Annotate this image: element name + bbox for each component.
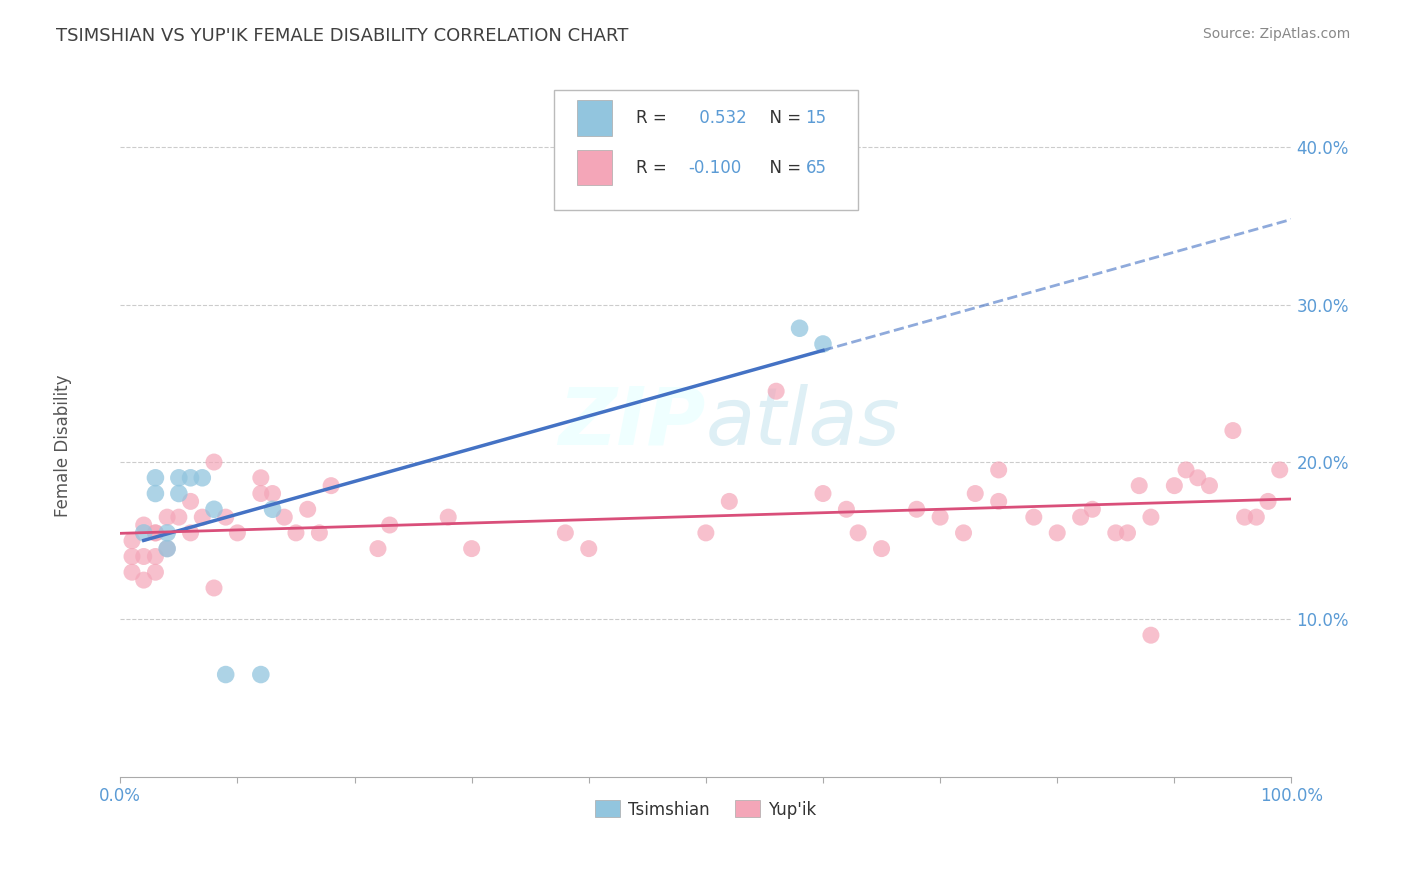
Point	[554, 525, 576, 540]
Point	[578, 541, 600, 556]
Point	[319, 478, 342, 492]
Point	[1140, 510, 1163, 524]
Point	[121, 549, 143, 564]
Point	[191, 510, 214, 524]
Point	[167, 510, 190, 524]
Point	[156, 510, 179, 524]
Point	[167, 486, 190, 500]
Point	[180, 525, 202, 540]
FancyBboxPatch shape	[554, 90, 858, 211]
Text: ZIP: ZIP	[558, 384, 706, 462]
Point	[835, 502, 858, 516]
Point	[215, 510, 238, 524]
Point	[202, 502, 225, 516]
Point	[1070, 510, 1092, 524]
Point	[145, 525, 167, 540]
Point	[870, 541, 893, 556]
Point	[811, 337, 834, 351]
Point	[180, 494, 202, 508]
Point	[1105, 525, 1128, 540]
Point	[1163, 478, 1185, 492]
Point	[297, 502, 319, 516]
Point	[987, 494, 1010, 508]
Point	[226, 525, 249, 540]
Point	[1246, 510, 1268, 524]
Point	[987, 463, 1010, 477]
Bar	[576, 150, 612, 186]
Text: 15: 15	[806, 109, 827, 127]
Point	[1222, 424, 1244, 438]
Point	[1046, 525, 1069, 540]
Point	[1257, 494, 1279, 508]
Point	[156, 541, 179, 556]
Text: 0.532: 0.532	[695, 109, 747, 127]
Point	[132, 549, 155, 564]
Point	[1175, 463, 1198, 477]
Point	[1268, 463, 1291, 477]
Text: Source: ZipAtlas.com: Source: ZipAtlas.com	[1202, 27, 1350, 41]
Point	[929, 510, 952, 524]
Point	[180, 471, 202, 485]
Point	[718, 494, 741, 508]
Point	[1233, 510, 1256, 524]
Point	[145, 525, 167, 540]
Text: 65: 65	[806, 159, 827, 177]
Point	[846, 525, 869, 540]
Point	[215, 667, 238, 681]
Point	[1140, 628, 1163, 642]
Point	[132, 518, 155, 533]
Point	[905, 502, 928, 516]
Point	[145, 486, 167, 500]
Point	[202, 581, 225, 595]
Point	[1022, 510, 1045, 524]
Point	[167, 471, 190, 485]
Text: TSIMSHIAN VS YUP'IK FEMALE DISABILITY CORRELATION CHART: TSIMSHIAN VS YUP'IK FEMALE DISABILITY CO…	[56, 27, 628, 45]
Point	[250, 667, 273, 681]
Point	[145, 566, 167, 580]
Point	[191, 471, 214, 485]
Point	[250, 486, 273, 500]
Point	[1187, 471, 1209, 485]
Point	[789, 321, 811, 335]
Bar	[576, 101, 612, 136]
Text: atlas: atlas	[706, 384, 901, 462]
Point	[145, 471, 167, 485]
Point	[695, 525, 717, 540]
Point	[1116, 525, 1139, 540]
Point	[378, 518, 401, 533]
Legend: Tsimshian, Yup'ik: Tsimshian, Yup'ik	[589, 794, 824, 825]
Point	[262, 502, 284, 516]
Point	[285, 525, 308, 540]
Text: -0.100: -0.100	[689, 159, 741, 177]
Point	[952, 525, 974, 540]
Point	[145, 549, 167, 564]
Point	[121, 533, 143, 548]
Point	[460, 541, 482, 556]
Text: N =: N =	[759, 159, 806, 177]
Point	[132, 573, 155, 587]
Point	[1198, 478, 1220, 492]
Text: R =: R =	[636, 159, 672, 177]
Point	[121, 566, 143, 580]
Point	[437, 510, 460, 524]
Text: Female Disability: Female Disability	[55, 375, 72, 517]
Point	[965, 486, 987, 500]
Point	[765, 384, 787, 399]
Point	[250, 471, 273, 485]
Point	[367, 541, 389, 556]
Text: R =: R =	[636, 109, 672, 127]
Point	[202, 455, 225, 469]
Point	[262, 486, 284, 500]
Point	[811, 486, 834, 500]
Text: N =: N =	[759, 109, 806, 127]
Point	[1081, 502, 1104, 516]
Point	[308, 525, 330, 540]
Point	[1128, 478, 1150, 492]
Point	[156, 541, 179, 556]
Point	[132, 525, 155, 540]
Point	[156, 525, 179, 540]
Point	[273, 510, 295, 524]
